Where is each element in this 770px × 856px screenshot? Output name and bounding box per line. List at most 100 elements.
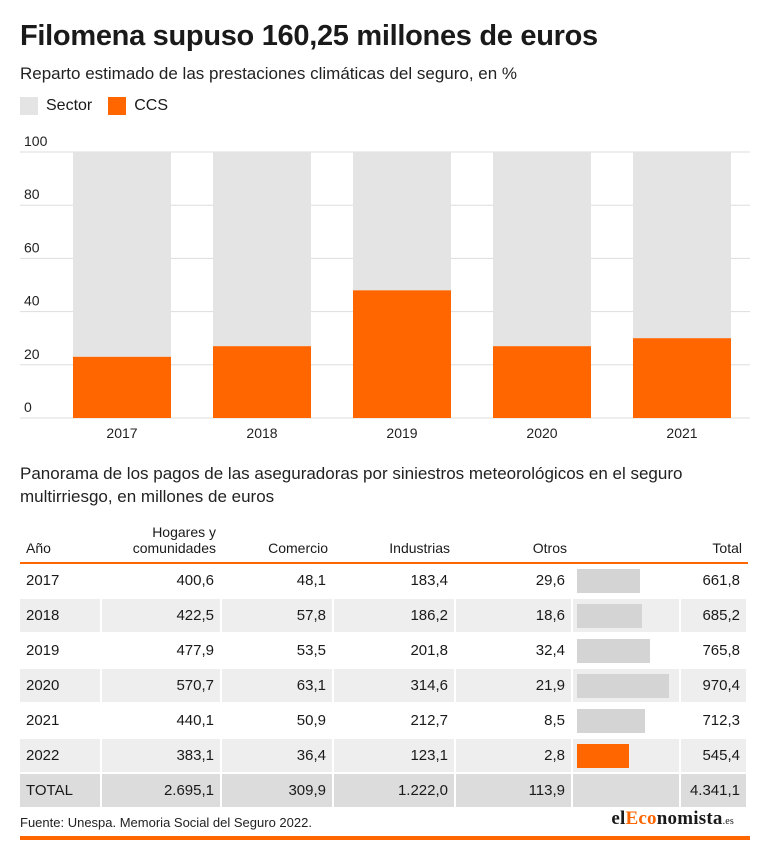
cell-total-bar: [573, 634, 681, 669]
cell-industrias: 123,1: [334, 739, 456, 774]
cell-total: 765,8: [681, 634, 748, 669]
bar-sector: [493, 152, 591, 347]
total-cell-otros: 113,9: [456, 774, 573, 809]
header-industrias: Industrias: [334, 520, 456, 564]
cell-otros: 32,4: [456, 634, 573, 669]
legend: Sector CCS: [20, 97, 184, 115]
cell-total-bar: [573, 739, 681, 774]
bar-sector: [73, 152, 171, 357]
cell-comercio: 57,8: [222, 599, 334, 634]
cell-otros: 8,5: [456, 704, 573, 739]
x-tick-label: 2017: [106, 425, 137, 441]
cell-comercio: 48,1: [222, 564, 334, 599]
total-cell-total: 4.341,1: [681, 774, 748, 809]
header-total: Total: [681, 520, 748, 564]
cell-total-bar: [573, 599, 681, 634]
cell-industrias: 201,8: [334, 634, 456, 669]
logo-pre: el: [611, 808, 626, 829]
header-comercio: Comercio: [222, 520, 334, 564]
bar-ccs: [353, 290, 451, 418]
cell-comercio: 53,5: [222, 634, 334, 669]
table-header-row: Año Hogares y comunidades Comercio Indus…: [20, 520, 748, 564]
cell-year: 2019: [20, 634, 102, 669]
cell-hogares: 477,9: [102, 634, 222, 669]
cell-otros: 29,6: [456, 564, 573, 599]
cell-hogares: 400,6: [102, 564, 222, 599]
x-tick-label: 2019: [386, 425, 417, 441]
y-tick-label: 100: [24, 133, 48, 149]
cell-hogares: 422,5: [102, 599, 222, 634]
total-cell-bar: [573, 774, 681, 809]
cell-total: 545,4: [681, 739, 748, 774]
cell-hogares: 440,1: [102, 704, 222, 739]
cell-comercio: 63,1: [222, 669, 334, 704]
table-title: Panorama de los pagos de las aseguradora…: [20, 464, 683, 506]
bottom-accent-line: [20, 836, 750, 840]
cell-otros: 21,9: [456, 669, 573, 704]
table-row: 2017 400,6 48,1 183,4 29,6 661,8: [20, 564, 748, 599]
total-bar: [577, 708, 645, 733]
total-bar: [577, 673, 669, 698]
legend-item-sector: Sector: [20, 97, 92, 115]
cell-total-bar: [573, 564, 681, 599]
table-row: 2019 477,9 53,5 201,8 32,4 765,8: [20, 634, 748, 669]
total-cell-year: TOTAL: [20, 774, 102, 809]
table-row: 2020 570,7 63,1 314,6 21,9 970,4: [20, 669, 748, 704]
total-cell-industrias: 1.222,0: [334, 774, 456, 809]
cell-hogares: 383,1: [102, 739, 222, 774]
cell-year: 2017: [20, 564, 102, 599]
y-tick-label: 40: [24, 293, 40, 309]
cell-year: 2022: [20, 739, 102, 774]
cell-industrias: 186,2: [334, 599, 456, 634]
cell-hogares: 570,7: [102, 669, 222, 704]
table-total-row: TOTAL 2.695,1 309,9 1.222,0 113,9 4.341,1: [20, 774, 748, 809]
x-tick-label: 2021: [666, 425, 697, 441]
cell-comercio: 36,4: [222, 739, 334, 774]
table-row: 2018 422,5 57,8 186,2 18,6 685,2: [20, 599, 748, 634]
chart-title: Filomena supuso 160,25 millones de euros: [20, 20, 598, 52]
cell-otros: 18,6: [456, 599, 573, 634]
legend-label-sector: Sector: [46, 97, 93, 114]
header-year: Año: [20, 520, 102, 564]
bar-ccs: [633, 338, 731, 418]
payments-table: Año Hogares y comunidades Comercio Indus…: [20, 520, 748, 809]
header-hogares: Hogares y comunidades: [102, 520, 222, 564]
total-bar: [577, 743, 629, 768]
cell-otros: 2,8: [456, 739, 573, 774]
source-note: Fuente: Unespa. Memoria Social del Segur…: [20, 815, 312, 830]
eleconomista-logo: elEconomista.es: [611, 808, 734, 830]
total-bar: [577, 603, 642, 628]
cell-total-bar: [573, 704, 681, 739]
bar-sector: [353, 152, 451, 291]
header-otros: Otros: [456, 520, 573, 564]
header-bar: [573, 520, 681, 564]
cell-industrias: 212,7: [334, 704, 456, 739]
bar-ccs: [493, 346, 591, 418]
x-tick-label: 2020: [526, 425, 557, 441]
cell-total: 970,4: [681, 669, 748, 704]
cell-comercio: 50,9: [222, 704, 334, 739]
bar-sector: [213, 152, 311, 347]
cell-total-bar: [573, 669, 681, 704]
table-body: 2017 400,6 48,1 183,4 29,6 661,8 2018 422,5 57,8…: [20, 564, 748, 809]
legend-swatch-ccs: [108, 97, 127, 115]
cell-total: 712,3: [681, 704, 748, 739]
legend-swatch-sector: [20, 97, 38, 115]
cell-total: 661,8: [681, 564, 748, 599]
cell-year: 2021: [20, 704, 102, 739]
chart-subtitle: Reparto estimado de las prestaciones cli…: [20, 64, 518, 83]
cell-year: 2020: [20, 669, 102, 704]
stacked-bar-chart: 0 20 40 60 80 100 2017 2018 2019 2020 2021: [20, 133, 750, 441]
total-bar: [577, 568, 640, 593]
legend-label-ccs: CCS: [134, 97, 169, 114]
cell-year: 2018: [20, 599, 102, 634]
legend-item-ccs: CCS: [108, 97, 168, 115]
logo-suffix: .es: [722, 816, 734, 827]
y-tick-label: 60: [24, 239, 40, 255]
cell-industrias: 314,6: [334, 669, 456, 704]
y-tick-label: 0: [24, 399, 32, 415]
table-row: 2021 440,1 50,9 212,7 8,5 712,3: [20, 704, 748, 739]
cell-industrias: 183,4: [334, 564, 456, 599]
y-tick-label: 80: [24, 186, 40, 202]
total-bar: [577, 638, 650, 663]
